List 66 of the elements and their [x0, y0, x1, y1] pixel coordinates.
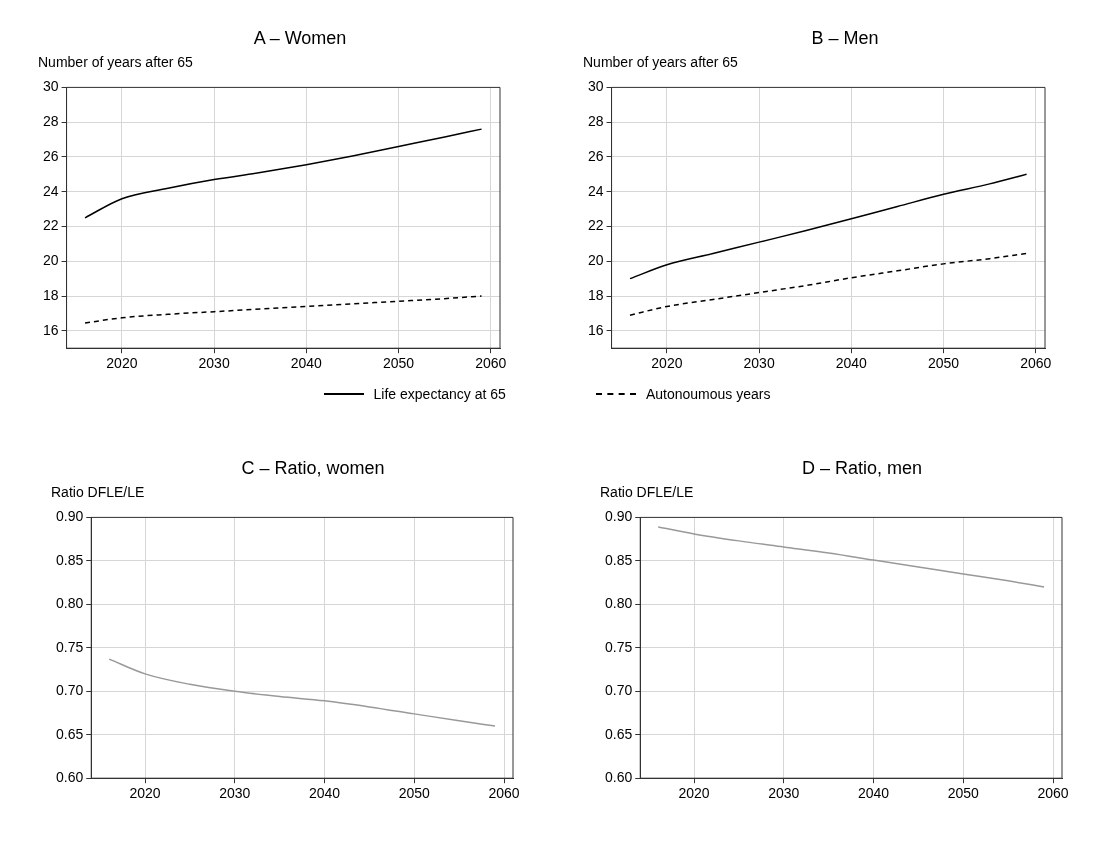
- y-tick-label: 24: [42, 182, 59, 199]
- x-tick-label: 2060: [1020, 355, 1052, 372]
- y-tick-label: 28: [42, 113, 59, 130]
- x-tick-label: 2030: [219, 785, 251, 802]
- x-tick-label: 2050: [927, 355, 960, 372]
- y-tick-label: 0.85: [56, 551, 84, 568]
- chart-title: D – Ratio, men: [800, 458, 924, 479]
- chart-title: A – Women: [252, 28, 348, 49]
- y-tick-label: 0.90: [56, 508, 84, 525]
- y-tick-label: 0.75: [605, 638, 633, 655]
- y-axis-title: Ratio DFLE/LE: [600, 484, 694, 500]
- y-axis-title: Ratio DFLE/LE: [51, 484, 145, 500]
- line-series: [657, 526, 1045, 588]
- chart-title: B – Men: [810, 28, 880, 49]
- line-series: [629, 252, 1028, 316]
- y-tick-label: 20: [42, 252, 59, 269]
- y-tick-label: 0.65: [56, 725, 84, 742]
- y-tick-label: 22: [42, 217, 59, 234]
- y-tick-label: 16: [42, 321, 59, 338]
- line-series: [108, 658, 496, 727]
- y-tick-label: 24: [587, 182, 604, 199]
- x-tick-label: 2020: [651, 355, 683, 372]
- x-tick-label: 2030: [743, 355, 775, 372]
- x-tick-label: 2060: [488, 785, 520, 802]
- legend-label: Autonoumous years: [645, 386, 771, 402]
- y-tick-label: 0.90: [605, 508, 633, 525]
- y-tick-label: 18: [42, 286, 59, 303]
- x-tick-label: 2020: [678, 785, 710, 802]
- y-tick-label: 16: [587, 321, 604, 338]
- y-tick-label: 0.85: [605, 551, 633, 568]
- x-tick-label: 2060: [1037, 785, 1069, 802]
- line-series: [84, 128, 483, 219]
- x-tick-label: 2040: [290, 355, 323, 372]
- y-tick-label: 22: [587, 217, 604, 234]
- y-tick-label: 30: [587, 78, 604, 95]
- x-tick-label: 2060: [475, 355, 507, 372]
- legend-label: Life expectancy at 65: [373, 386, 506, 402]
- line-series: [629, 173, 1028, 280]
- x-tick-label: 2040: [308, 785, 341, 802]
- y-tick-label: 26: [587, 147, 604, 164]
- y-axis-title: Number of years after 65: [583, 54, 738, 70]
- y-axis-title: Number of years after 65: [38, 54, 193, 70]
- y-tick-label: 0.70: [605, 682, 633, 699]
- y-tick-label: 28: [587, 113, 604, 130]
- y-tick-label: 18: [587, 286, 604, 303]
- x-tick-label: 2050: [382, 355, 415, 372]
- y-tick-label: 0.65: [605, 725, 633, 742]
- y-tick-label: 26: [42, 147, 59, 164]
- x-tick-label: 2030: [198, 355, 230, 372]
- y-tick-label: 0.70: [56, 682, 84, 699]
- y-tick-label: 0.80: [605, 595, 633, 612]
- x-tick-label: 2050: [398, 785, 431, 802]
- y-tick-label: 0.60: [605, 769, 633, 786]
- line-series: [84, 295, 483, 324]
- chart-title: C – Ratio, women: [240, 458, 386, 479]
- x-tick-label: 2040: [835, 355, 868, 372]
- y-tick-label: 30: [42, 78, 59, 95]
- x-tick-label: 2040: [857, 785, 890, 802]
- x-tick-label: 2020: [129, 785, 161, 802]
- y-tick-label: 0.75: [56, 638, 84, 655]
- y-tick-label: 0.80: [56, 595, 84, 612]
- x-tick-label: 2020: [106, 355, 138, 372]
- y-tick-label: 20: [587, 252, 604, 269]
- y-tick-label: 0.60: [56, 769, 84, 786]
- x-tick-label: 2050: [947, 785, 980, 802]
- x-tick-label: 2030: [768, 785, 800, 802]
